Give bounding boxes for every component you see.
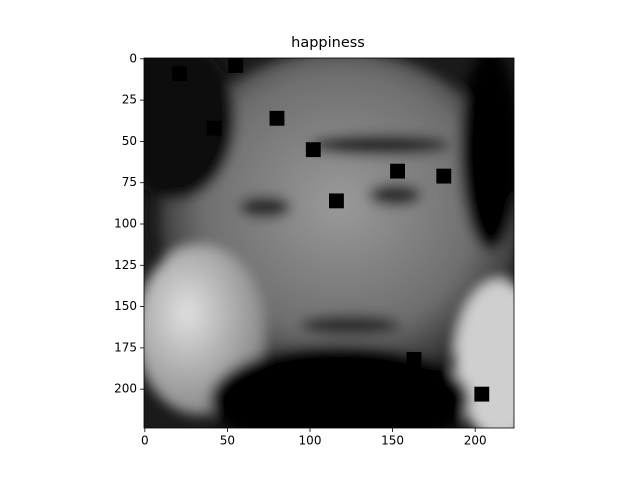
occlusion-patch	[474, 386, 490, 402]
y-tick-label: 175	[114, 340, 137, 354]
image	[144, 58, 514, 428]
axes-frame	[143, 57, 515, 429]
occlusion-patch	[172, 66, 187, 82]
x-tick-label: 200	[464, 434, 487, 448]
y-tick-label: 150	[114, 299, 137, 313]
y-tick-label: 200	[114, 382, 137, 396]
y-tick-label: 25	[122, 93, 137, 107]
y-tick-label: 75	[122, 175, 137, 189]
x-tick-label: 0	[141, 434, 149, 448]
chart-title: happiness	[291, 35, 365, 51]
occlusion-patch	[329, 193, 344, 209]
y-tick-label: 125	[114, 258, 137, 272]
occlusion-patch	[305, 142, 321, 158]
occlusion-patch	[269, 110, 285, 126]
y-tick-label: 0	[129, 51, 137, 65]
occlusion-patch	[206, 120, 222, 136]
occlusion-patch	[228, 58, 244, 73]
occlusion-patch	[406, 352, 422, 367]
x-tick-label: 50	[220, 434, 235, 448]
occlusion-patch	[390, 163, 405, 179]
occlusion-patch	[436, 168, 452, 184]
x-tick-label: 100	[299, 434, 322, 448]
y-tick-label: 50	[122, 134, 137, 148]
x-tick-label: 150	[381, 434, 404, 448]
y-tick-label: 100	[114, 217, 137, 231]
